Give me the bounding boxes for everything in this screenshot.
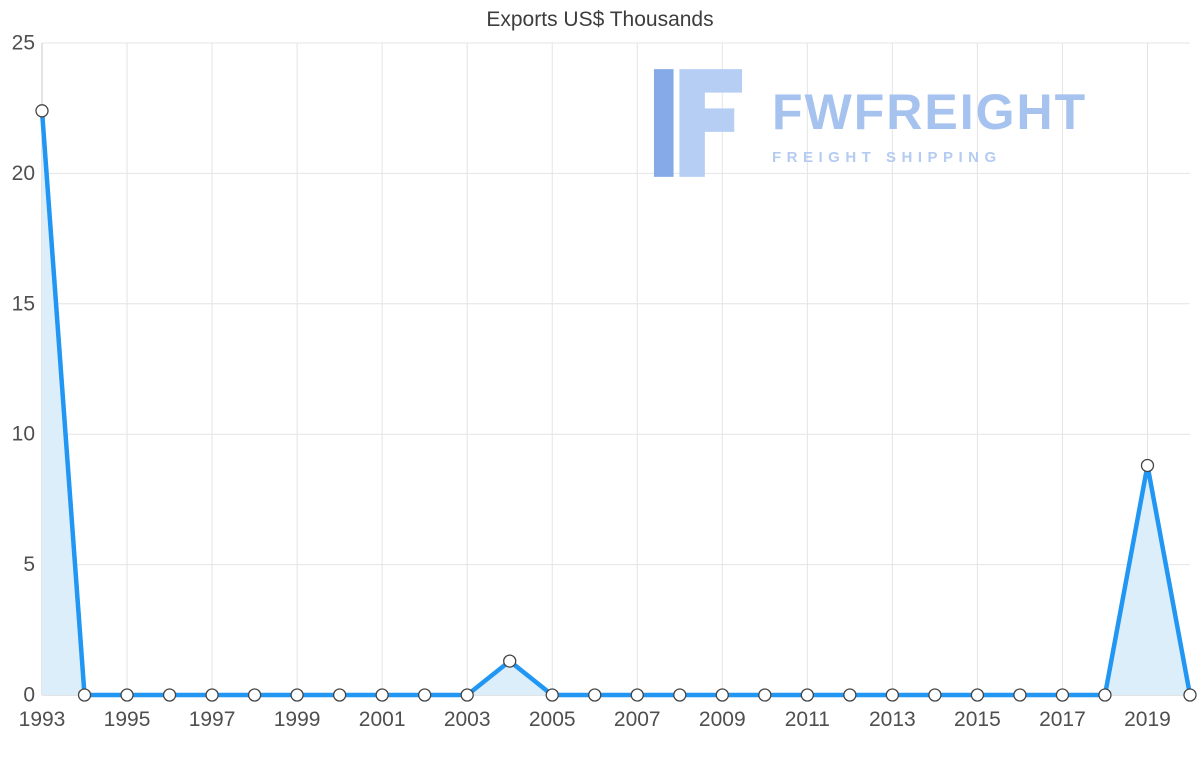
data-point-marker: [290, 688, 304, 702]
data-point-marker: [673, 688, 687, 702]
data-point-marker: [247, 688, 262, 702]
y-tick-label: 25: [12, 32, 35, 55]
x-tick-label: 2015: [954, 708, 1001, 731]
data-point-marker: [1140, 458, 1155, 473]
x-tick-label: 2009: [699, 708, 746, 731]
y-tick-label: 15: [12, 292, 35, 315]
x-tick-label: 2017: [1039, 708, 1086, 731]
data-point-marker: [332, 688, 347, 702]
data-point-marker: [1013, 688, 1027, 702]
x-tick-label: 2019: [1124, 708, 1171, 731]
x-tick-label: 2001: [359, 708, 406, 731]
x-tick-label: 2011: [785, 708, 830, 731]
x-tick-label: 2013: [869, 708, 916, 731]
data-point-marker: [162, 688, 177, 702]
data-point-marker: [418, 688, 432, 702]
data-point-marker: [970, 688, 985, 702]
x-tick-label: 2007: [614, 708, 661, 731]
y-tick-label: 0: [23, 684, 35, 707]
data-point-marker: [1055, 688, 1070, 702]
chart-title: Exports US$ Thousands: [486, 8, 714, 31]
data-point-marker: [885, 688, 900, 702]
data-point-marker: [205, 688, 219, 702]
x-tick-label: 1993: [19, 708, 66, 731]
data-point-marker: [1098, 688, 1112, 702]
x-tick-label: 1997: [189, 708, 236, 731]
data-line: [39, 108, 1193, 698]
y-tick-label: 20: [12, 162, 35, 185]
data-point-marker: [35, 104, 49, 118]
data-point-marker: [758, 688, 772, 702]
data-point-marker: [715, 688, 729, 702]
data-point-marker: [503, 654, 517, 668]
data-point-marker: [460, 688, 474, 702]
x-tick-label: 1995: [104, 708, 151, 731]
y-tick-label: 5: [23, 553, 35, 576]
x-tick-label: 2005: [529, 708, 576, 731]
data-point-marker: [77, 688, 92, 702]
data-point-marker: [630, 688, 644, 702]
data-point-marker: [375, 688, 389, 702]
x-tick-label: 1999: [274, 708, 321, 731]
data-point-marker: [928, 688, 942, 702]
y-tick-label: 10: [12, 423, 35, 446]
data-point-marker: [545, 688, 559, 702]
data-point-marker: [800, 688, 814, 702]
data-point-marker: [843, 688, 857, 702]
data-point-marker: [120, 688, 134, 702]
area-fill: [42, 110, 1190, 696]
data-point-marker: [1183, 688, 1197, 702]
x-tick-label: 2003: [444, 708, 491, 731]
data-point-marker: [588, 688, 602, 702]
